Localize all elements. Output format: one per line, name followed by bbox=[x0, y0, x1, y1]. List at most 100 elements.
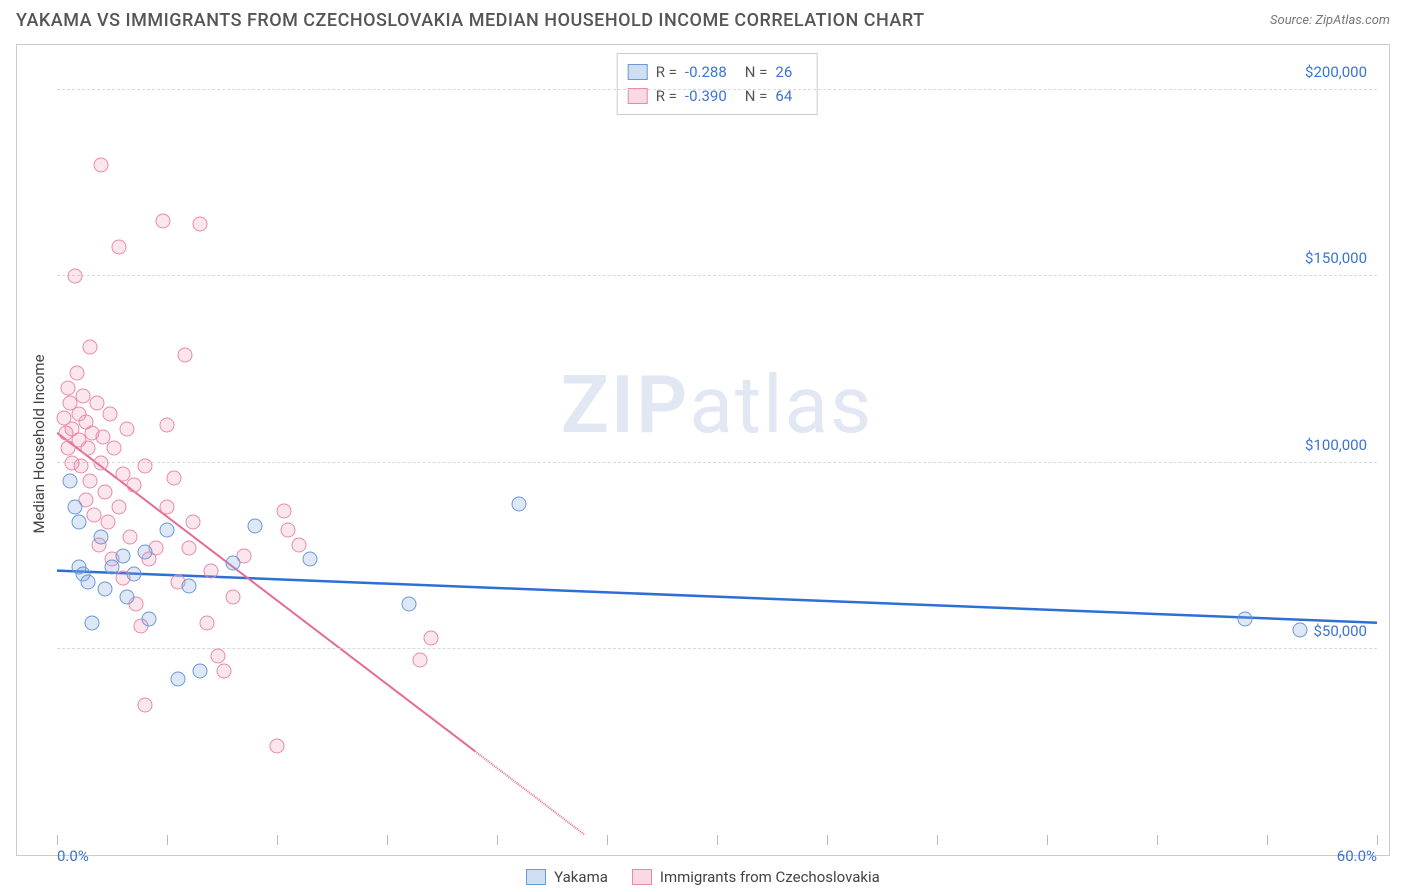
legend-label: Yakama bbox=[554, 868, 608, 886]
scatter-point bbox=[80, 574, 95, 589]
scatter-point bbox=[413, 652, 428, 667]
scatter-point bbox=[138, 545, 153, 560]
x-tick bbox=[1267, 835, 1268, 845]
gridline bbox=[57, 648, 1377, 649]
scatter-point bbox=[160, 500, 175, 515]
stat-label-n: N = bbox=[745, 84, 768, 108]
scatter-point bbox=[1238, 612, 1253, 627]
scatter-point bbox=[248, 518, 263, 533]
x-tick bbox=[937, 835, 938, 845]
scatter-point bbox=[226, 589, 241, 604]
scatter-point bbox=[276, 504, 291, 519]
scatter-point bbox=[94, 157, 109, 172]
scatter-point bbox=[116, 548, 131, 563]
y-tick-label: $150,000 bbox=[1305, 249, 1367, 267]
scatter-point bbox=[182, 541, 197, 556]
scatter-point bbox=[80, 440, 95, 455]
scatter-point bbox=[199, 615, 214, 630]
legend-swatch bbox=[628, 64, 648, 80]
scatter-point bbox=[160, 418, 175, 433]
gridline bbox=[57, 275, 1377, 276]
legend-item: Yakama bbox=[526, 868, 608, 886]
scatter-point bbox=[122, 530, 137, 545]
scatter-point bbox=[120, 589, 135, 604]
scatter-point bbox=[94, 455, 109, 470]
scatter-point bbox=[120, 422, 135, 437]
scatter-point bbox=[177, 347, 192, 362]
scatter-point bbox=[127, 477, 142, 492]
scatter-point bbox=[72, 515, 87, 530]
scatter-point bbox=[107, 440, 122, 455]
scatter-point bbox=[67, 269, 82, 284]
x-tick bbox=[1047, 835, 1048, 845]
scatter-point bbox=[138, 459, 153, 474]
scatter-point bbox=[98, 485, 113, 500]
scatter-point bbox=[111, 239, 126, 254]
scatter-point bbox=[204, 563, 219, 578]
y-tick-label: $100,000 bbox=[1305, 436, 1367, 454]
scatter-point bbox=[111, 500, 126, 515]
scatter-point bbox=[270, 738, 285, 753]
scatter-point bbox=[89, 396, 104, 411]
scatter-point bbox=[142, 612, 157, 627]
scatter-point bbox=[102, 407, 117, 422]
scatter-point bbox=[100, 515, 115, 530]
scatter-point bbox=[160, 522, 175, 537]
legend-swatch bbox=[526, 869, 546, 885]
scatter-point bbox=[424, 630, 439, 645]
x-tick bbox=[1377, 835, 1378, 845]
stat-label-r: R = bbox=[656, 84, 677, 108]
stats-legend-box: R = -0.288 N = 26R =-0.390N =64 bbox=[617, 53, 818, 115]
scatter-point bbox=[85, 615, 100, 630]
scatter-point bbox=[303, 552, 318, 567]
scatter-point bbox=[69, 366, 84, 381]
scatter-point bbox=[281, 522, 296, 537]
scatter-point bbox=[83, 340, 98, 355]
scatter-point bbox=[292, 537, 307, 552]
scatter-point bbox=[67, 500, 82, 515]
x-tick bbox=[167, 835, 168, 845]
scatter-point bbox=[210, 649, 225, 664]
stats-row: R =-0.288N =26 bbox=[628, 60, 803, 84]
plot-area: Median Household Income ZIPatlas R =-0.2… bbox=[57, 53, 1377, 835]
scatter-point bbox=[127, 567, 142, 582]
scatter-point bbox=[105, 559, 120, 574]
x-tick bbox=[497, 835, 498, 845]
watermark-atlas: atlas bbox=[689, 358, 873, 452]
scatter-point bbox=[166, 470, 181, 485]
legend-label: Immigrants from Czechoslovakia bbox=[660, 868, 880, 886]
stats-row: R =-0.390N =64 bbox=[628, 84, 803, 108]
y-tick-label: $50,000 bbox=[1313, 622, 1367, 640]
stat-n-value: 26 bbox=[775, 60, 792, 84]
stat-r-value: -0.288 bbox=[685, 60, 727, 84]
x-tick bbox=[387, 835, 388, 845]
legend-swatch bbox=[628, 88, 648, 104]
x-tick bbox=[1157, 835, 1158, 845]
chart-container: Median Household Income ZIPatlas R =-0.2… bbox=[16, 44, 1390, 856]
x-axis-max-label: 60.0% bbox=[1337, 847, 1377, 865]
scatter-point bbox=[186, 515, 201, 530]
x-axis-min-label: 0.0% bbox=[57, 847, 89, 865]
trend-lines bbox=[57, 53, 1377, 835]
scatter-point bbox=[1293, 623, 1308, 638]
scatter-point bbox=[512, 496, 527, 511]
chart-source: Source: ZipAtlas.com bbox=[1270, 13, 1390, 28]
gridline bbox=[57, 89, 1377, 90]
scatter-point bbox=[155, 213, 170, 228]
scatter-point bbox=[193, 664, 208, 679]
scatter-point bbox=[63, 474, 78, 489]
scatter-point bbox=[226, 556, 241, 571]
scatter-point bbox=[193, 217, 208, 232]
scatter-point bbox=[98, 582, 113, 597]
chart-title: YAKAMA VS IMMIGRANTS FROM CZECHOSLOVAKIA… bbox=[16, 10, 925, 31]
legend-item: Immigrants from Czechoslovakia bbox=[632, 868, 880, 886]
watermark-zip: ZIP bbox=[561, 358, 690, 452]
y-tick-label: $200,000 bbox=[1305, 63, 1367, 81]
scatter-point bbox=[138, 697, 153, 712]
x-tick bbox=[277, 835, 278, 845]
bottom-legend: Yakama Immigrants from Czechoslovakia bbox=[0, 868, 1406, 886]
scatter-point bbox=[171, 671, 186, 686]
stat-label-n: N = bbox=[745, 60, 768, 84]
gridline bbox=[57, 462, 1377, 463]
scatter-point bbox=[402, 597, 417, 612]
